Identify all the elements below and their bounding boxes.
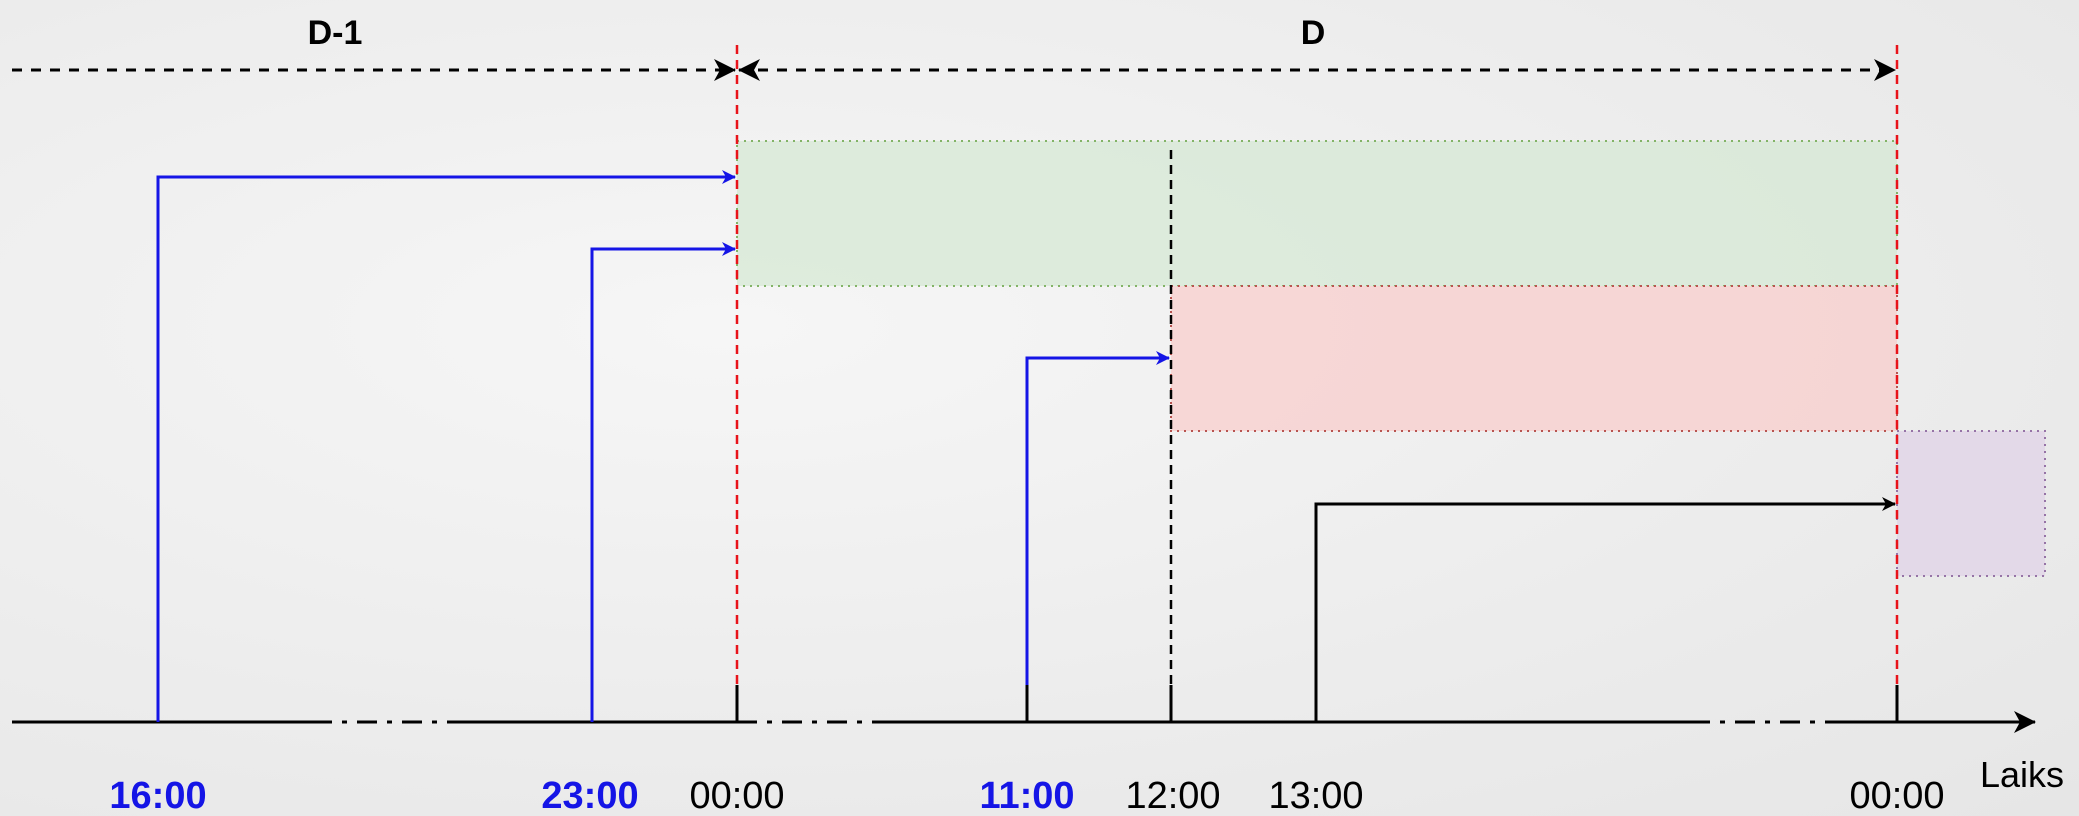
tick-label-1200: 12:00: [1125, 775, 1220, 816]
arrow-1300-to-next-day: [1314, 497, 1896, 722]
tick-label-1300: 13:00: [1268, 775, 1363, 816]
axis-label: Laiks: [1980, 754, 2064, 795]
tick-label-2300: 23:00: [541, 775, 638, 816]
purple-band: [1896, 430, 2046, 577]
tick-label-1600: 16:00: [109, 775, 206, 816]
tick-label-0000-end: 00:00: [1849, 775, 1944, 816]
period-label-previous-day: D-1: [308, 14, 363, 52]
period-label-day: D: [1301, 14, 1326, 52]
tick-label-0000-start: 00:00: [689, 775, 784, 816]
green-band: [736, 140, 1898, 287]
arrow-1100-to-noon: [1025, 351, 1170, 685]
arrow-1600-to-day: [156, 170, 736, 722]
arrow-2300-to-day: [590, 242, 736, 722]
tick-label-1100: 11:00: [979, 775, 1074, 816]
red-band: [1170, 285, 1898, 432]
